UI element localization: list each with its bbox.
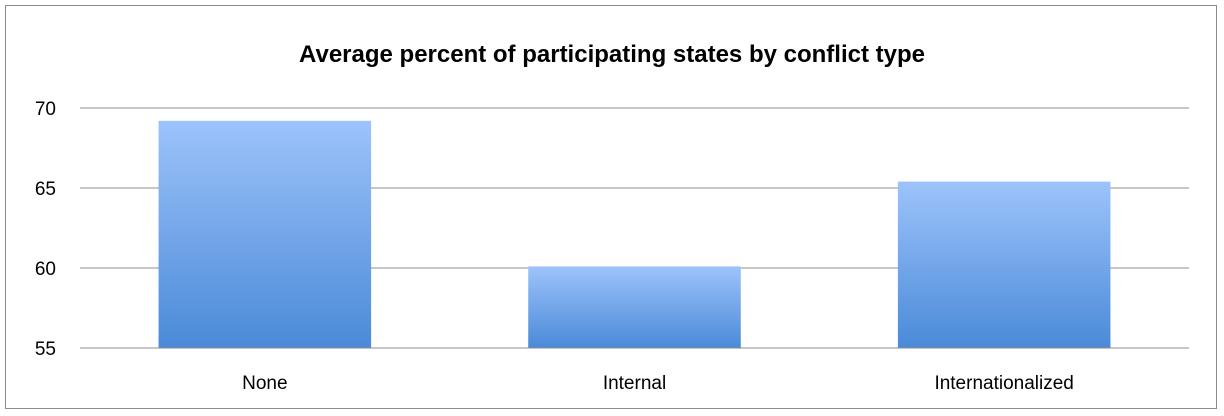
- y-axis-tick-labels: 55 60 65 70: [35, 99, 56, 360]
- y-tick-label-70: 70: [35, 99, 56, 120]
- bar-internationalized: [897, 181, 1111, 348]
- bar-internal: [528, 266, 741, 348]
- x-category-label-internationalized: Internationalized: [934, 373, 1073, 394]
- bars: [158, 120, 1111, 348]
- y-tick-label-65: 65: [35, 179, 56, 200]
- chart-title: Average percent of participating states …: [299, 41, 925, 68]
- y-tick-label-55: 55: [35, 339, 56, 360]
- x-category-label-none: None: [242, 373, 287, 394]
- y-tick-label-60: 60: [35, 259, 56, 280]
- x-category-label-internal: Internal: [603, 373, 666, 394]
- x-axis-category-labels: None Internal Internationalized: [242, 373, 1074, 394]
- bar-none: [158, 120, 372, 348]
